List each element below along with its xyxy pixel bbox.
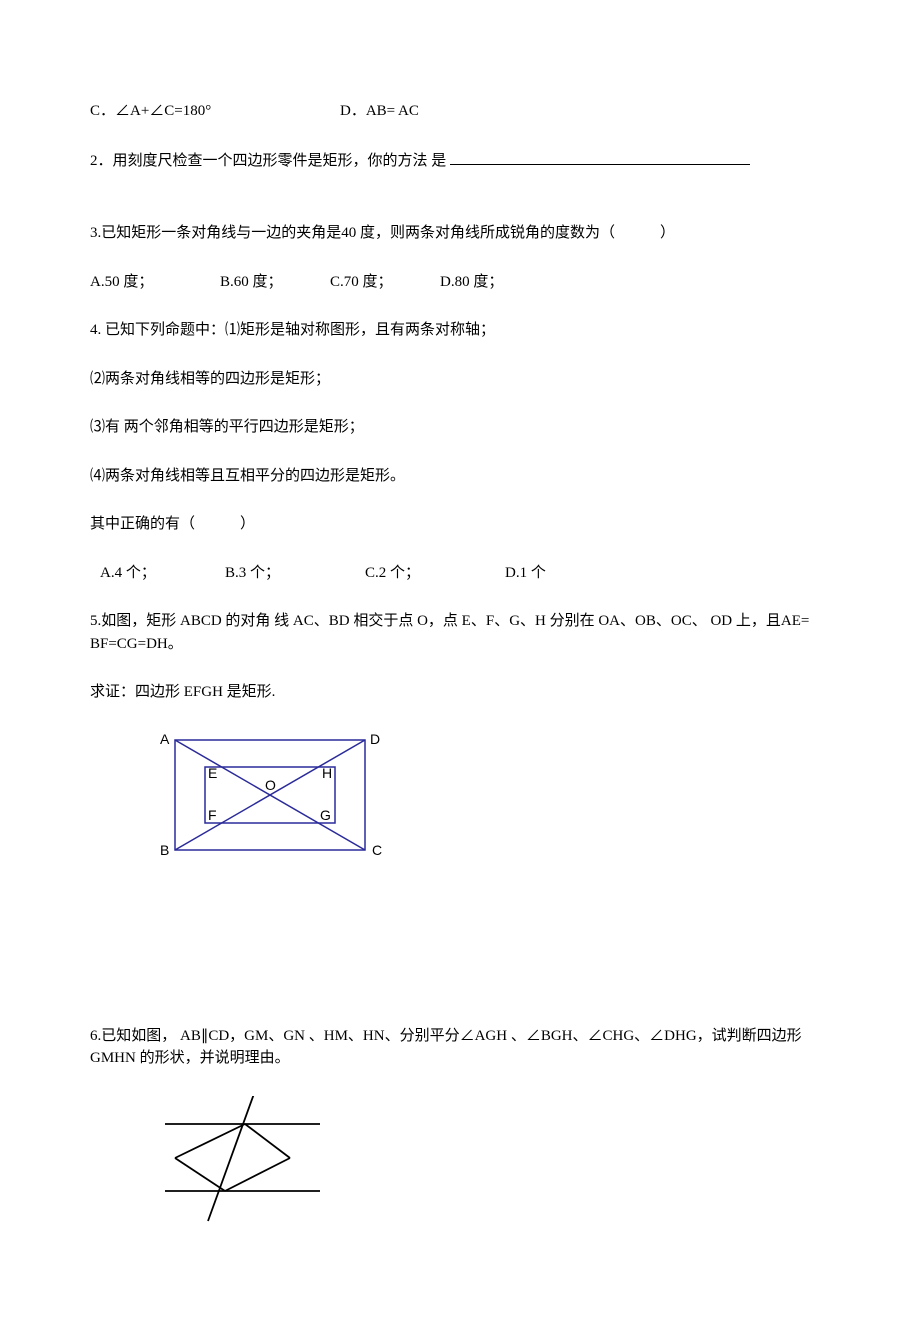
- q3-opt-d: D.80 度；: [440, 271, 503, 294]
- svg-text:O: O: [265, 777, 276, 793]
- q2-stem: 2．用刻度尺检查一个四边形零件是矩形，你的方法 是: [90, 153, 446, 169]
- q4-line2: ⑵两条对角线相等的四边形是矩形；: [90, 368, 830, 391]
- q1-opt-d: D．AB= AC: [340, 100, 419, 123]
- q4-opt-b: B.3 个；: [225, 562, 365, 585]
- q3-opt-a: A.50 度；: [90, 271, 220, 294]
- q4-line4: ⑷两条对角线相等且互相平分的四边形是矩形。: [90, 465, 830, 488]
- q3-text: 3.已知矩形一条对角线与一边的夹角是40 度，则两条对角线所成锐角的度数为（ ）: [90, 222, 830, 245]
- q2-blank[interactable]: [450, 149, 750, 165]
- q6-text: 6.已知如图， AB∥CD，GM、GN 、HM、HN、分别平分∠AGH 、∠BG…: [90, 1025, 830, 1070]
- q1-opt-c: C．∠A+∠C=180°: [90, 100, 340, 123]
- q4-line3: ⑶有 两个邻角相等的平行四边形是矩形；: [90, 416, 830, 439]
- q3-opt-b: B.60 度；: [220, 271, 330, 294]
- q5-line2: 求证：四边形 EFGH 是矩形.: [90, 681, 830, 704]
- q3-opt-c: C.70 度；: [330, 271, 440, 294]
- svg-text:E: E: [208, 765, 217, 781]
- q4-options: A.4 个； B.3 个； C.2 个； D.1 个: [90, 562, 830, 585]
- svg-text:H: H: [322, 765, 332, 781]
- q4-line1: 4. 已知下列命题中：⑴矩形是轴对称图形，且有两条对称轴；: [90, 319, 830, 342]
- q4-opt-a: A.4 个；: [100, 562, 225, 585]
- q2-text: 2．用刻度尺检查一个四边形零件是矩形，你的方法 是: [90, 149, 830, 173]
- svg-text:B: B: [160, 842, 169, 858]
- spacer: [90, 905, 830, 1025]
- q5-line1: 5.如图，矩形 ABCD 的对角 线 AC、BD 相交于点 O，点 E、F、G、…: [90, 610, 830, 655]
- q4-line5: 其中正确的有（ ）: [90, 513, 830, 536]
- q4-opt-d: D.1 个: [505, 562, 546, 585]
- q1-options-cd: C．∠A+∠C=180° D．AB= AC: [90, 100, 830, 123]
- svg-text:F: F: [208, 807, 217, 823]
- svg-text:D: D: [370, 731, 380, 747]
- svg-text:A: A: [160, 731, 170, 747]
- q3-options: A.50 度； B.60 度； C.70 度； D.80 度；: [90, 271, 830, 294]
- q4-opt-c: C.2 个；: [365, 562, 505, 585]
- svg-text:G: G: [320, 807, 331, 823]
- svg-text:C: C: [372, 842, 382, 858]
- figure-rectangle-efgh: A D B C E H F G O: [150, 730, 390, 865]
- figure-parallel-bisectors: [150, 1096, 340, 1236]
